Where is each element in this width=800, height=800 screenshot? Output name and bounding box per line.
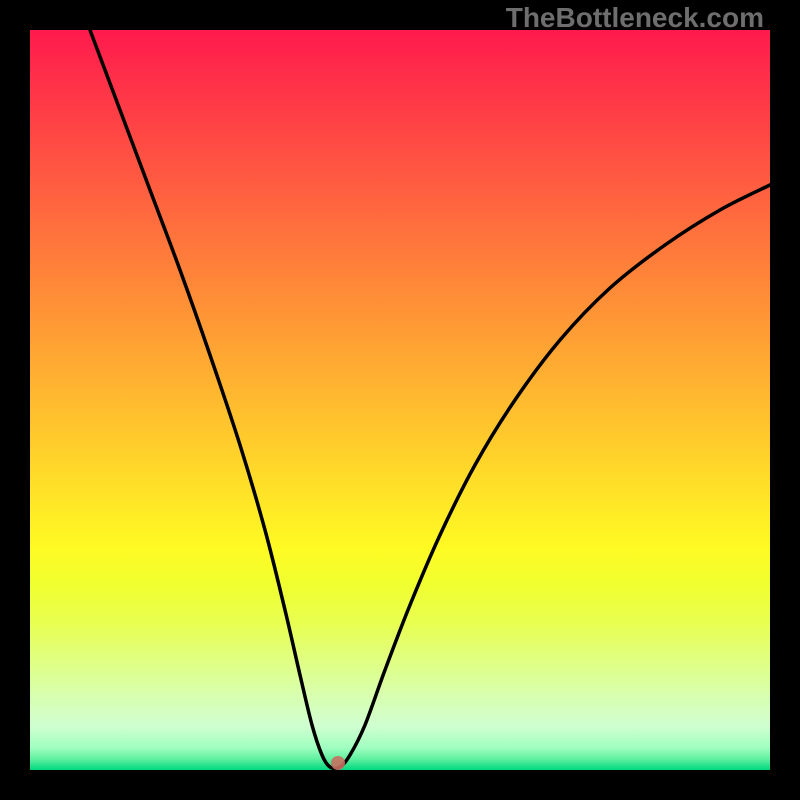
curve-path bbox=[90, 30, 770, 769]
bottleneck-curve bbox=[30, 30, 770, 770]
minimum-marker bbox=[331, 756, 345, 770]
chart-container: TheBottleneck.com bbox=[0, 0, 800, 800]
plot-area bbox=[30, 30, 770, 770]
watermark-text: TheBottleneck.com bbox=[506, 2, 764, 34]
